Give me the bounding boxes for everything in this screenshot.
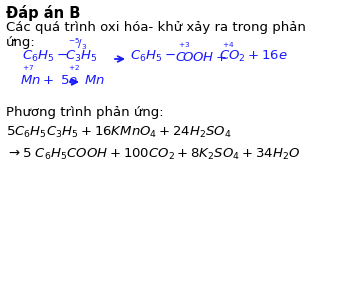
Text: $5C_6H_5C_3H_5+16KMnO_4+24H_2SO_4$: $5C_6H_5C_3H_5+16KMnO_4+24H_2SO_4$ (6, 125, 232, 140)
Text: $^{+4}$: $^{+4}$ (222, 42, 234, 52)
Text: $Mn+\ 5e$: $Mn+\ 5e$ (20, 74, 78, 87)
Text: $C_6H_5-$: $C_6H_5-$ (130, 49, 176, 64)
Text: Phương trình phản ứng:: Phương trình phản ứng: (6, 106, 164, 119)
Text: Đáp án B: Đáp án B (6, 5, 80, 21)
Text: $C\!OOH+$: $C\!OOH+$ (175, 51, 227, 64)
Text: $Mn$: $Mn$ (84, 74, 105, 87)
Text: ứng:: ứng: (6, 36, 36, 49)
Text: $^{-5}{\!/}_3$: $^{-5}{\!/}_3$ (68, 36, 87, 52)
Text: $C_6H_5-$: $C_6H_5-$ (22, 49, 68, 64)
Text: $C_3H_5$: $C_3H_5$ (65, 49, 97, 64)
Text: $CO_2+16e$: $CO_2+16e$ (219, 49, 288, 64)
Text: $^{+3}$: $^{+3}$ (178, 42, 190, 52)
Text: $^{+2}$: $^{+2}$ (68, 65, 80, 75)
Text: $^{+7}$: $^{+7}$ (22, 65, 34, 75)
Text: Các quá trình oxi hóa- khử xảy ra trong phản: Các quá trình oxi hóa- khử xảy ra trong … (6, 21, 306, 34)
Text: $\rightarrow$$5\ C_6H_5COOH+100CO_2+8K_2SO_4+34H_2O$: $\rightarrow$$5\ C_6H_5COOH+100CO_2+8K_2… (6, 147, 300, 162)
